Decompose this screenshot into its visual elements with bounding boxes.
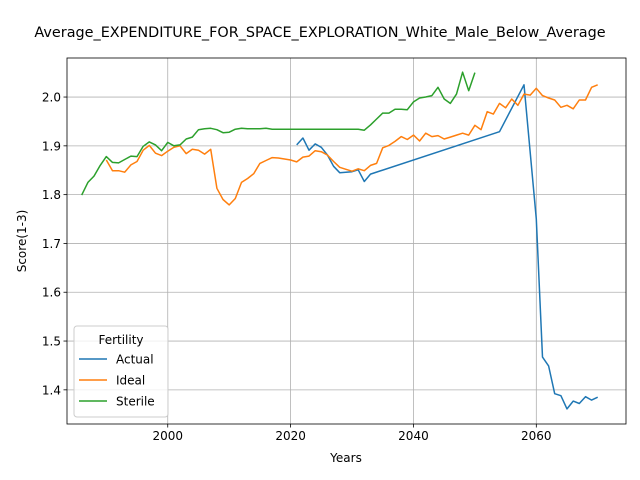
y-tick-label: 1.7	[42, 237, 61, 251]
x-tick-label: 2020	[275, 429, 306, 443]
y-tick-label: 2.0	[42, 91, 61, 105]
x-tick-label: 2000	[152, 429, 183, 443]
y-axis: 1.4 1.5 1.6 1.7 1.8 1.9 2.0	[42, 91, 67, 397]
legend-box	[73, 325, 169, 418]
x-tick-label: 2060	[521, 429, 552, 443]
legend: Fertility Actual Ideal Sterile	[73, 325, 169, 418]
x-axis-label: Years	[329, 451, 362, 465]
y-tick-label: 1.6	[42, 286, 61, 300]
series-line-ideal	[105, 84, 598, 206]
y-axis-label: Score(1-3)	[15, 210, 29, 273]
legend-label-ideal: Ideal	[116, 374, 145, 388]
series-line-actual	[296, 84, 599, 410]
legend-label-sterile: Sterile	[116, 395, 155, 409]
y-tick-label: 1.8	[42, 188, 61, 202]
series-line-sterile	[81, 71, 476, 196]
x-axis: 2000 2020 2040 2060	[152, 424, 552, 443]
series-layer	[81, 71, 599, 410]
y-tick-label: 1.5	[42, 335, 61, 349]
plot-area	[66, 57, 627, 425]
y-tick-label: 1.4	[42, 383, 61, 397]
chart-title: Average_EXPENDITURE_FOR_SPACE_EXPLORATIO…	[34, 25, 605, 41]
x-tick-label: 2040	[398, 429, 429, 443]
legend-title: Fertility	[98, 333, 143, 347]
y-tick-label: 1.9	[42, 139, 61, 153]
legend-label-actual: Actual	[116, 353, 154, 367]
